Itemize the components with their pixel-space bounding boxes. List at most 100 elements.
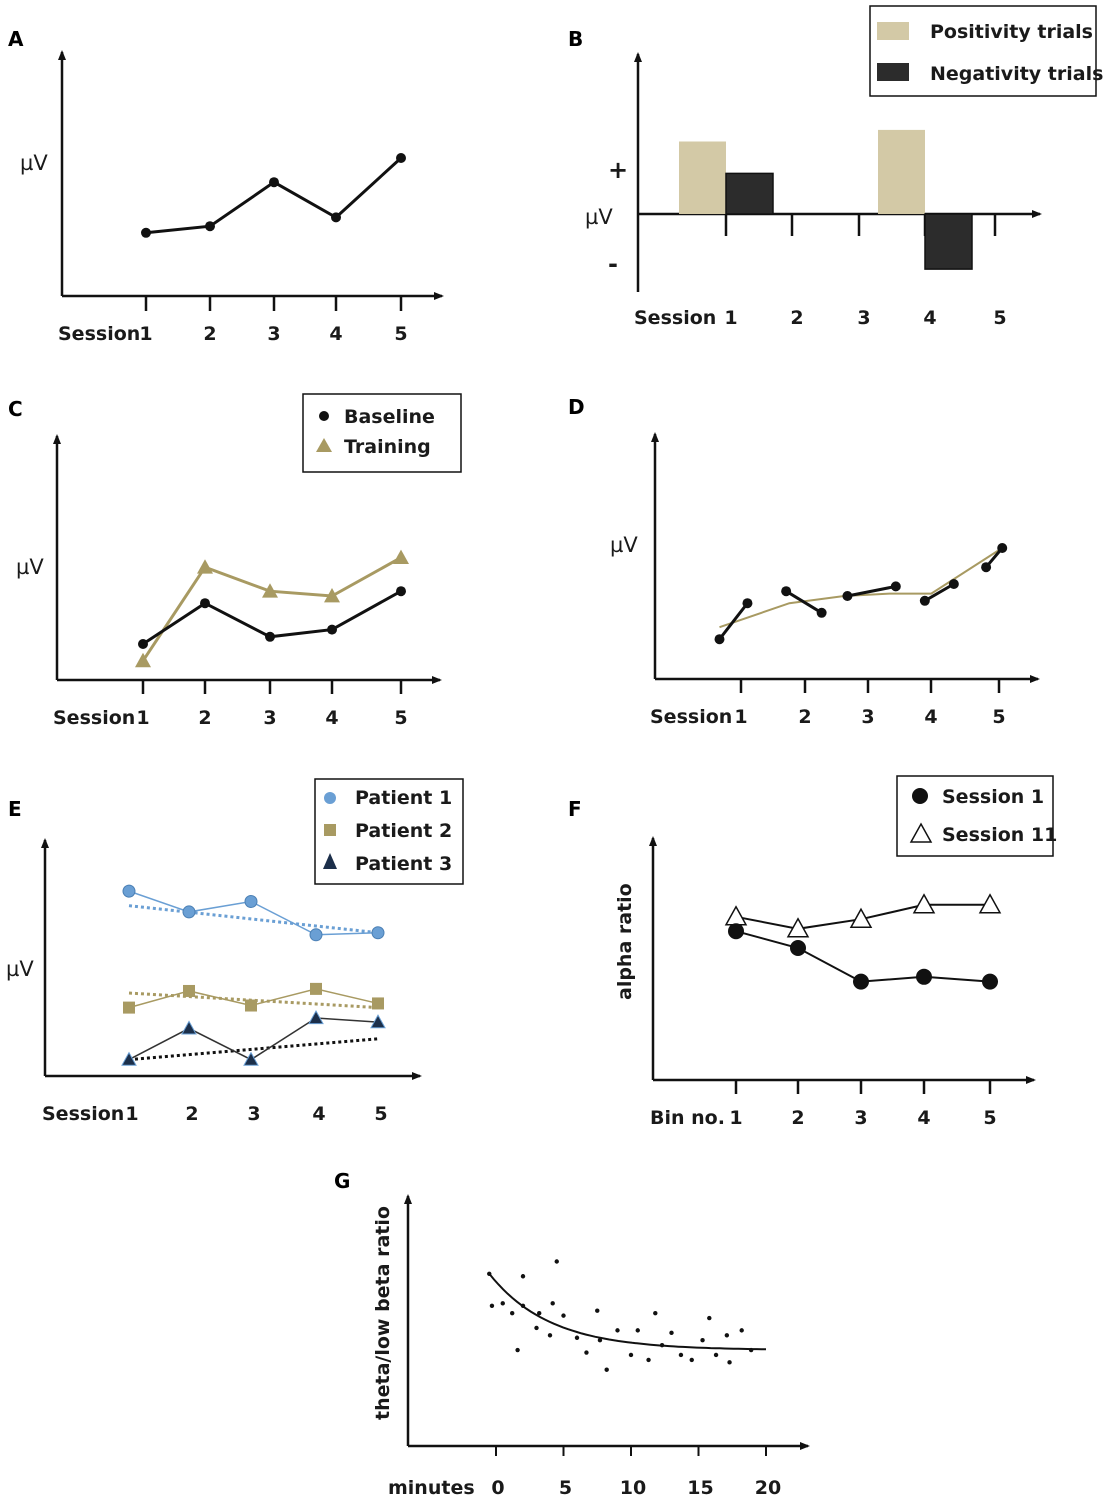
panel-f-session11-point-1	[724, 905, 748, 926]
panel-b-xlabel: Session	[634, 307, 716, 329]
panel-g-point-7	[520, 1274, 526, 1279]
panel-a-x-tick-label-1: 1	[139, 323, 152, 345]
panel-e-x-tick-label-2: 2	[185, 1103, 198, 1125]
panel-d-segment-1-end-point	[742, 598, 753, 609]
panel-f-x-tick-label-3: 3	[854, 1107, 867, 1129]
panel-d-segment-2	[785, 589, 823, 615]
panel-c-training-line	[141, 556, 402, 662]
panel-e-legend-patient1: Patient 1	[355, 787, 452, 809]
panel-d-segment-1	[718, 602, 749, 641]
panel-c-x-tick-label-4: 4	[325, 707, 338, 729]
panel-c-training-point-4	[324, 588, 340, 603]
panel-c-legend-box	[302, 393, 462, 473]
panel-g-x-tick-label-3: 10	[620, 1477, 646, 1499]
panel-d-ylabel: µV	[610, 533, 638, 557]
panel-a-x-tick-label-3: 3	[267, 323, 280, 345]
panel-g-x-tick-label-2: 5	[559, 1477, 572, 1499]
panel-f-session1-point-3	[853, 973, 869, 990]
panel-e-patient1-trend-line	[128, 904, 379, 935]
panel-b-minus-sign: -	[608, 250, 618, 278]
panel-g-fit-curve	[488, 1273, 767, 1351]
panel-g-xlabel: minutes	[388, 1477, 475, 1499]
panel-e-patient1-point-5	[371, 926, 385, 940]
panel-a-line	[145, 156, 403, 235]
panel-g-x-tick-label-1: 0	[491, 1477, 504, 1499]
panel-g-point-34	[748, 1347, 754, 1353]
panel-e-legend-marker-patient1	[324, 792, 336, 804]
panel-g-point-22	[646, 1357, 651, 1363]
panel-f-session1-point-1	[728, 923, 744, 940]
panel-g-point-1	[487, 1271, 492, 1277]
panel-d-x-tick-label-5: 5	[992, 706, 1005, 728]
panel-g-point-5	[515, 1347, 520, 1353]
panel-a-ylabel: µV	[20, 151, 48, 175]
panel-e-patient3-line	[128, 1017, 379, 1061]
panel-b-legend-swatch-negativity	[877, 63, 909, 81]
panel-a-point-4	[331, 212, 341, 223]
panel-g-point-8	[534, 1325, 539, 1331]
panel-g-point-16	[595, 1308, 600, 1313]
panel-e-ylabel: µV	[6, 957, 34, 981]
panel-g-point-29	[707, 1315, 712, 1321]
panel-g: G theta/low beta ratio minutes 0 5 10 15 20	[334, 1169, 810, 1499]
panel-g-ylabel: theta/low beta ratio	[372, 1206, 394, 1420]
panel-g-point-20	[628, 1352, 634, 1358]
panel-f-session11-point-4	[912, 893, 936, 914]
panel-g-point-32	[727, 1360, 732, 1365]
panel-e-patient1-point-4	[309, 928, 323, 942]
panel-d-segment-3	[847, 584, 897, 598]
panel-d-xlabel: Session	[650, 706, 732, 728]
panel-e-legend-box	[314, 778, 464, 885]
panel-g-point-9	[537, 1310, 542, 1316]
panel-g-point-10	[547, 1333, 553, 1338]
panel-f-session11-point-5	[978, 893, 1002, 914]
panel-d-segment-3-start-point	[842, 591, 853, 601]
panel-e-patient2-point-2	[183, 984, 195, 997]
panel-d-label: D	[568, 395, 585, 419]
panel-e-xlabel: Session	[42, 1103, 124, 1125]
panel-e-legend-marker-patient3	[323, 853, 337, 869]
panel-c-x-tick-label-1: 1	[136, 707, 149, 729]
panel-g-label: G	[334, 1169, 350, 1193]
panel-d-segment-5-end-point	[997, 543, 1008, 553]
panel-e-patient3-point-2	[181, 1020, 197, 1035]
panel-g-x-tick-label-5: 20	[755, 1477, 781, 1499]
panel-d: D µV Session 1 2 3 4 5	[568, 395, 1040, 728]
panel-d-segment-1-start-point	[714, 634, 725, 645]
panel-b-legend-negativity: Negativity trials	[930, 63, 1103, 85]
panel-c-legend-baseline: Baseline	[344, 406, 435, 428]
panel-f-x-tick-label-5: 5	[983, 1107, 996, 1129]
panel-d-segment-4-start-point	[919, 595, 930, 606]
panel-c-training-point-3	[262, 583, 278, 598]
panel-b-legend-swatch-positivity	[877, 22, 909, 40]
panel-c-baseline-point-5	[396, 586, 406, 597]
panel-e-label: E	[8, 797, 22, 821]
panel-e-patient2-point-1	[123, 1001, 135, 1014]
panel-c-ylabel: µV	[16, 555, 44, 579]
panel-c-baseline-point-2	[200, 598, 210, 609]
panel-b-x-tick-label-5: 5	[993, 307, 1006, 329]
panel-a-point-3	[269, 177, 279, 188]
panel-g-point-30	[713, 1352, 719, 1358]
panel-c: C Baseline Training µV Session 1 2 3 4 5	[8, 393, 462, 729]
panel-b-legend-positivity: Positivity trials	[930, 21, 1093, 43]
panel-g-point-4	[510, 1310, 515, 1316]
panel-f-session1-point-2	[790, 940, 806, 956]
panel-c-legend-marker-baseline	[319, 411, 329, 421]
panel-g-point-14	[574, 1335, 580, 1340]
panel-c-legend-marker-training	[316, 438, 332, 452]
panel-g-point-3	[500, 1301, 505, 1306]
panel-f-x-tick-label-1: 1	[729, 1107, 742, 1129]
panel-c-baseline-point-3	[265, 631, 275, 642]
panel-e-patient3-point-4	[308, 1009, 324, 1025]
panel-e-patient3-point-5	[370, 1014, 386, 1029]
panel-g-point-19	[615, 1328, 620, 1333]
panel-f: F Session 1 Session 11 alpha ratio Bin n…	[568, 775, 1057, 1129]
panel-g-point-25	[669, 1330, 674, 1336]
panel-c-training-point-1	[135, 652, 151, 668]
panel-e-patient1-point-1	[122, 884, 136, 898]
panel-c-baseline-point-1	[138, 639, 148, 649]
panel-g-point-17	[597, 1338, 603, 1343]
panel-g-point-24	[659, 1342, 665, 1348]
panel-b: B Positivity trials Negativity trials + …	[568, 5, 1103, 329]
